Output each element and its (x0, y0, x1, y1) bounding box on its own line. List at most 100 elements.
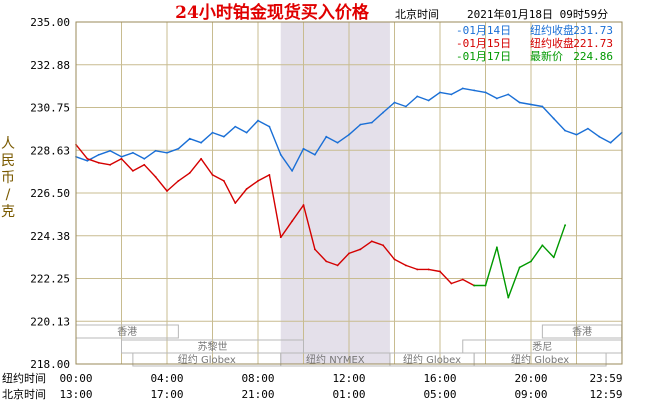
legend-date: -01月14日 (456, 24, 511, 37)
series-point (177, 147, 180, 150)
y-tick-label: 220.13 (30, 315, 70, 328)
series-point (200, 141, 203, 144)
series-point (166, 190, 168, 192)
x-row-label: 纽约时间 (2, 371, 46, 385)
series-point (473, 89, 476, 92)
series-point (382, 244, 385, 247)
series-point (268, 125, 271, 128)
x-tick-label: 09:00 (514, 388, 547, 401)
series-point (586, 127, 589, 130)
y-tick-label: 226.50 (30, 187, 70, 200)
series-point (393, 101, 396, 104)
series-point (222, 135, 225, 138)
series-point (97, 161, 100, 164)
market-session-box (473, 352, 607, 367)
y-tick-label: 230.75 (30, 102, 70, 115)
legend: -01月14日 纽约收盘 231.73-01月15日 纽约收盘 221.73-01月17… (456, 23, 613, 63)
series-point (518, 266, 521, 269)
series-point (234, 202, 237, 204)
market-session-label: 香港 (572, 326, 592, 338)
y-axis-label-char: / (6, 187, 11, 203)
x-tick-label: 00:00 (59, 372, 92, 385)
plot-frame (75, 21, 623, 365)
x-tick-label: 01:00 (332, 388, 365, 401)
series-point (530, 103, 532, 106)
timestamp-label: 北京时间 (395, 7, 439, 21)
chart-title: 24小时铂金现货买入价格 (175, 2, 370, 23)
market-session-label: 纽约 NYMEX (306, 353, 365, 366)
y-tick-label: 228.63 (30, 144, 70, 157)
x-row-label: 北京时间 (2, 387, 46, 401)
series-point (97, 153, 100, 156)
y-axis-label-char: 人 (1, 136, 15, 152)
series-point (427, 268, 430, 271)
y-tick-label: 218.00 (30, 358, 70, 371)
series-point (484, 91, 487, 94)
series-point (484, 284, 487, 287)
market-session-label: 苏黎世 (198, 340, 228, 353)
series-point (86, 159, 89, 162)
series-point (348, 133, 350, 136)
series-point (450, 282, 453, 285)
series-point (461, 87, 464, 90)
series-line (75, 144, 475, 287)
series-point (382, 111, 385, 114)
series-point (495, 246, 498, 249)
series-point (245, 131, 248, 134)
legend-value: 224.86 (573, 50, 613, 63)
series-point (325, 260, 328, 263)
series-point (530, 260, 532, 263)
series-point (370, 240, 373, 243)
series-point (416, 95, 419, 98)
series-point (188, 137, 191, 140)
y-tick-label: 224.38 (30, 230, 70, 243)
series-point (336, 264, 339, 267)
series-point (336, 141, 339, 144)
y-axis-label-char: 币 (1, 170, 15, 186)
x-axis-ticks: 纽约时间 00:00 04:00 08:00 12:00 16:00 20:00 23:59 北… (2, 371, 623, 401)
x-tick-label: 05:00 (423, 388, 456, 401)
y-axis-label-text: 人民币/克 (1, 136, 15, 220)
market-session-label: 纽约 Globex (178, 353, 236, 366)
series-point (507, 296, 510, 299)
series-point (541, 105, 544, 108)
series-point (450, 93, 453, 96)
series-point (291, 220, 294, 223)
series-point (325, 135, 328, 138)
series-point (370, 121, 373, 124)
series-point (177, 180, 180, 182)
x-tick-label: 04:00 (150, 372, 183, 385)
series-point (200, 157, 203, 160)
series-point (495, 97, 498, 100)
market-session-label: 香港 (117, 326, 137, 338)
series-point (279, 153, 282, 156)
series-point (598, 135, 601, 138)
series-point (279, 236, 282, 239)
series-point (609, 141, 612, 144)
market-session-label: 纽约 Globex (403, 353, 461, 366)
market-session-label: 悉尼 (532, 341, 552, 353)
series-point (211, 173, 214, 176)
series-point (166, 151, 168, 154)
series-point (302, 147, 305, 150)
series-point (257, 180, 259, 182)
chart-gridlines (76, 21, 622, 365)
series-point (86, 157, 89, 160)
series-point (120, 157, 123, 160)
series-point (564, 224, 567, 227)
x-tick-label: 12:00 (332, 372, 365, 385)
legend-label: 纽约收盘 (530, 23, 574, 37)
legend-date: -01月17日 (456, 50, 511, 63)
series-point (427, 99, 430, 102)
series-point (313, 248, 316, 251)
series-point (291, 169, 294, 172)
x-tick-label: 21:00 (241, 388, 274, 401)
series-point (416, 268, 419, 271)
x-tick-label: 12:59 (589, 388, 622, 401)
y-axis-ticks: 235.00 232.88 230.75 228.63 226.50 224.38 222.… (30, 16, 70, 371)
series-point (154, 149, 157, 152)
x-tick-label: 08:00 (241, 372, 274, 385)
x-tick-label: 23:59 (589, 372, 622, 385)
